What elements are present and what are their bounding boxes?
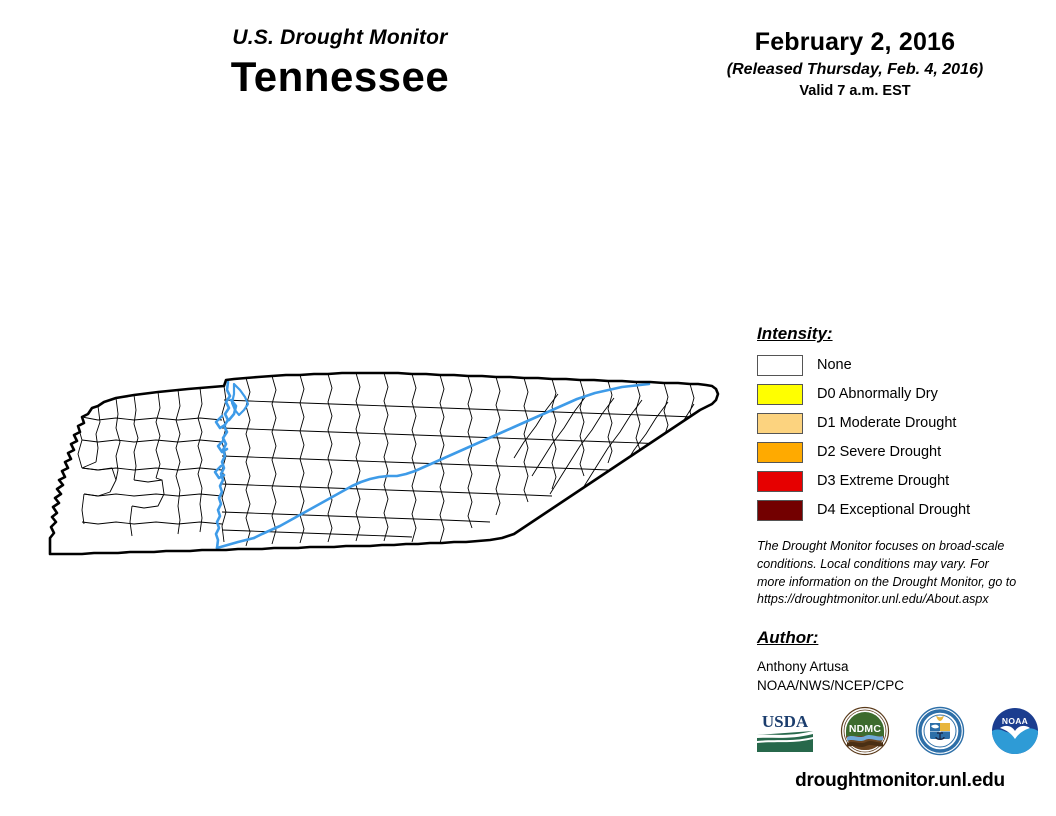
legend-item-none: None <box>757 353 1027 377</box>
legend-item-d1: D1 Moderate Drought <box>757 411 1027 435</box>
legend-label-d1: D1 Moderate Drought <box>817 414 957 431</box>
title-block: U.S. Drought Monitor Tennessee <box>140 26 540 100</box>
ndmc-logo[interactable]: NDMC <box>840 706 890 761</box>
svg-text:NOAA: NOAA <box>1002 716 1028 726</box>
legend-item-d4: D4 Exceptional Drought <box>757 498 1027 522</box>
valid-date: February 2, 2016 <box>754 28 956 56</box>
date-block: February 2, 2016 (Released Thursday, Feb… <box>690 28 1020 100</box>
legend-swatch-d4 <box>757 499 803 521</box>
legend-label-d4: D4 Exceptional Drought <box>817 501 971 518</box>
legend-item-d2: D2 Severe Drought <box>757 440 1027 464</box>
author-title: Author: <box>757 628 819 647</box>
legend-item-d3: D3 Extreme Drought <box>757 469 1027 493</box>
tennessee-drought-map <box>38 370 738 580</box>
release-date: (Released Thursday, Feb. 4, 2016) <box>726 60 984 78</box>
intensity-legend: Intensity: None D0 Abnormally Dry D1 Mod… <box>757 324 1027 527</box>
svg-text:NDMC: NDMC <box>849 723 882 735</box>
legend-swatch-d1 <box>757 412 803 434</box>
program-title: U.S. Drought Monitor <box>232 26 448 49</box>
author-block: Author: Anthony Artusa NOAA/NWS/NCEP/CPC <box>757 628 1027 695</box>
valid-time: Valid 7 a.m. EST <box>799 82 911 99</box>
legend-label-d2: D2 Severe Drought <box>817 443 942 460</box>
author-name: Anthony Artusa <box>757 659 849 674</box>
legend-swatch-d3 <box>757 470 803 492</box>
legend-label-d0: D0 Abnormally Dry <box>817 385 938 402</box>
disclaimer-text: The Drought Monitor focuses on broad-sca… <box>757 539 1017 607</box>
noaa-logo[interactable]: NOAA <box>990 706 1040 761</box>
site-url[interactable]: droughtmonitor.unl.edu <box>795 770 1005 791</box>
legend-swatch-d0 <box>757 383 803 405</box>
usda-logo[interactable]: USDA <box>755 707 815 759</box>
svg-text:USDA: USDA <box>762 712 809 731</box>
page-title: Tennessee <box>230 53 450 101</box>
legend-label-d3: D3 Extreme Drought <box>817 472 950 489</box>
legend-swatch-none <box>757 354 803 376</box>
legend-swatch-d2 <box>757 441 803 463</box>
unl-logo[interactable] <box>915 706 965 761</box>
logo-strip: USDA NDMC <box>755 704 1040 762</box>
legend-item-d0: D0 Abnormally Dry <box>757 382 1027 406</box>
author-affiliation: NOAA/NWS/NCEP/CPC <box>757 678 905 694</box>
tennessee-river <box>213 380 651 550</box>
legend-label-none: None <box>817 356 852 373</box>
legend-title: Intensity: <box>757 324 833 343</box>
state-outline <box>48 371 720 556</box>
